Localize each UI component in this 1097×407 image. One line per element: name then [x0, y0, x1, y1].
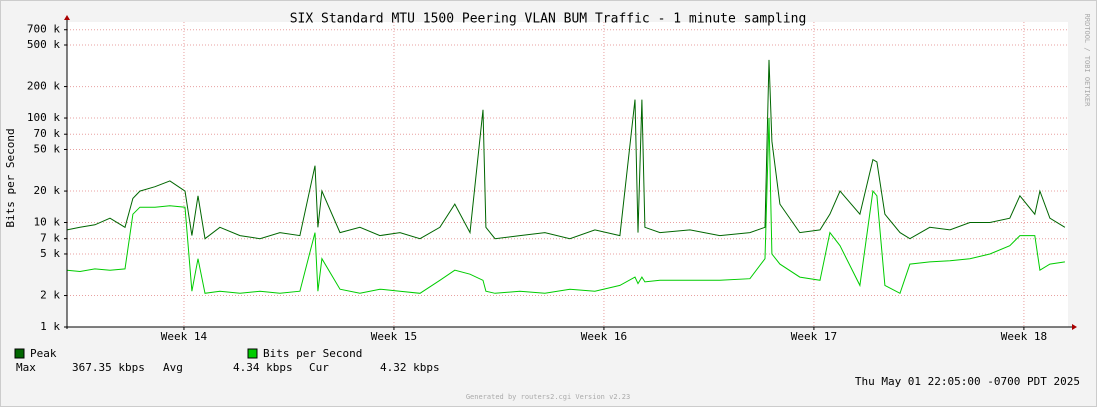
- stat-value: 367.35 kbps: [72, 361, 145, 374]
- footer: Generated by routers2.cgi Version v2.23: [466, 393, 630, 401]
- x-tick-label: Week 14: [161, 330, 208, 343]
- y-tick-label: 50 k: [34, 142, 61, 155]
- chart-title: SIX Standard MTU 1500 Peering VLAN BUM T…: [290, 12, 807, 27]
- axis-arrow: [64, 15, 70, 20]
- stat-value: 4.32 kbps: [380, 361, 440, 374]
- timestamp: Thu May 01 22:05:00 -0700 PDT 2025: [855, 375, 1080, 388]
- y-tick-label: 20 k: [34, 184, 61, 197]
- stat-label: Max: [16, 361, 36, 374]
- y-tick-label: 100 k: [27, 111, 60, 124]
- y-tick-label: 1 k: [40, 320, 60, 333]
- y-tick-label: 70 k: [34, 127, 61, 140]
- stat-label: Cur: [309, 361, 329, 374]
- x-tick-label: Week 18: [1001, 330, 1047, 343]
- legend-label: Peak: [30, 347, 57, 360]
- axis-arrow: [1072, 324, 1077, 330]
- plot-area: [67, 22, 1068, 327]
- y-axis-label: Bits per Second: [4, 128, 17, 227]
- x-tick-label: Week 16: [581, 330, 627, 343]
- stat-value: 4.34 kbps: [233, 361, 293, 374]
- legend-swatch: [247, 348, 258, 359]
- series-line: [66, 117, 1065, 295]
- y-tick-label: 700 k: [27, 23, 60, 36]
- side-label: RRDTOOL / TOBI OETIKER: [1083, 14, 1091, 108]
- stat-label: Avg: [163, 361, 183, 374]
- y-tick-label: 10 k: [34, 216, 61, 229]
- y-tick-label: 2 k: [40, 289, 60, 302]
- series-line: [66, 59, 1066, 240]
- x-tick-label: Week 17: [791, 330, 837, 343]
- y-tick-label: 500 k: [27, 38, 60, 51]
- y-tick-label: 200 k: [27, 80, 60, 93]
- y-tick-label: 5 k: [40, 247, 60, 260]
- x-tick-label: Week 15: [371, 330, 417, 343]
- legend-swatch: [14, 348, 25, 359]
- legend-label: Bits per Second: [263, 347, 362, 360]
- y-tick-label: 7 k: [40, 232, 60, 245]
